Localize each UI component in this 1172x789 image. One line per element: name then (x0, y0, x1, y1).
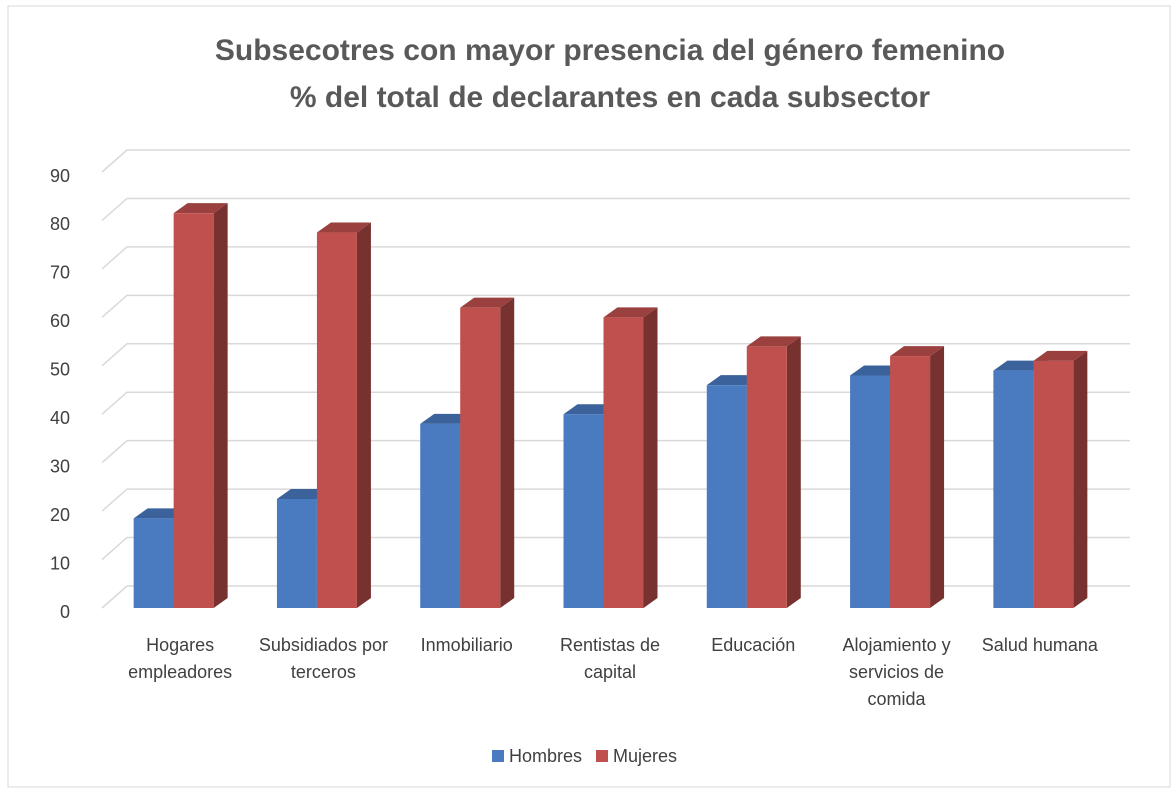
y-tick-label: 70 (50, 263, 70, 283)
bar-front (993, 370, 1034, 608)
bar-side (1073, 350, 1088, 608)
grid-line (101, 294, 1130, 318)
y-tick-label: 30 (50, 456, 70, 476)
grid-line (101, 197, 1130, 222)
bar-top (316, 222, 371, 233)
chart-frame (7, 5, 1171, 788)
bar (746, 336, 801, 608)
y-tick-label: 60 (50, 311, 70, 331)
legend-label: Mujeres (613, 746, 677, 766)
bar (890, 346, 945, 608)
bar-front (746, 346, 787, 608)
bar-front (850, 375, 891, 608)
grid-line (101, 246, 1130, 270)
legend-swatch (596, 750, 608, 762)
legend-label: Hombres (509, 746, 582, 766)
bar-top (173, 203, 228, 214)
chart-subtitle: % del total de declarantes en cada subse… (290, 81, 931, 114)
bar (460, 297, 515, 608)
x-tick-label: Hogares empleadores (128, 635, 233, 682)
bar-top (460, 297, 515, 308)
bar-side (786, 336, 801, 608)
y-tick-label: 50 (50, 360, 70, 380)
bar-front (420, 423, 461, 608)
bar-front (1033, 360, 1074, 608)
bar (173, 203, 228, 608)
y-tick-label: 20 (50, 505, 70, 525)
bar (1033, 350, 1088, 608)
x-tick-label: Educación (711, 635, 796, 655)
y-tick-label: 10 (50, 553, 70, 573)
bar-front (563, 414, 604, 608)
chart-title: Subsecotres con mayor presencia del géne… (215, 34, 1005, 67)
x-tick-label: Alojamiento y servicios de comida (842, 635, 951, 709)
bar-side (930, 346, 945, 608)
bar-side (213, 203, 228, 608)
grid-line (101, 149, 1130, 173)
y-tick-label: 40 (50, 408, 70, 428)
y-tick-label: 90 (50, 166, 70, 186)
bar-front (603, 317, 644, 608)
x-tick-label: Subsidiados por terceros (258, 635, 388, 682)
bar-front (173, 213, 214, 608)
x-tick-label: Inmobiliario (420, 635, 513, 655)
bar-side (500, 297, 515, 608)
bar-top (603, 307, 658, 318)
bar-side (643, 307, 658, 608)
bar-front (133, 518, 174, 608)
bar (603, 307, 658, 608)
bar-front (460, 307, 501, 608)
bar-front (276, 499, 317, 608)
x-tick-label: Rentistas de capital (559, 635, 661, 682)
bar-top (1033, 350, 1088, 361)
legend-swatch (492, 750, 504, 762)
bar-front (706, 385, 747, 608)
bar-front (316, 232, 357, 609)
bar-side (356, 222, 371, 609)
y-tick-label: 0 (60, 602, 70, 622)
bar (316, 222, 371, 609)
bar-top (746, 336, 801, 347)
y-tick-label: 80 (50, 214, 70, 234)
bar-front (890, 356, 931, 608)
bar-top (890, 346, 945, 357)
x-tick-label: Salud humana (981, 635, 1098, 655)
